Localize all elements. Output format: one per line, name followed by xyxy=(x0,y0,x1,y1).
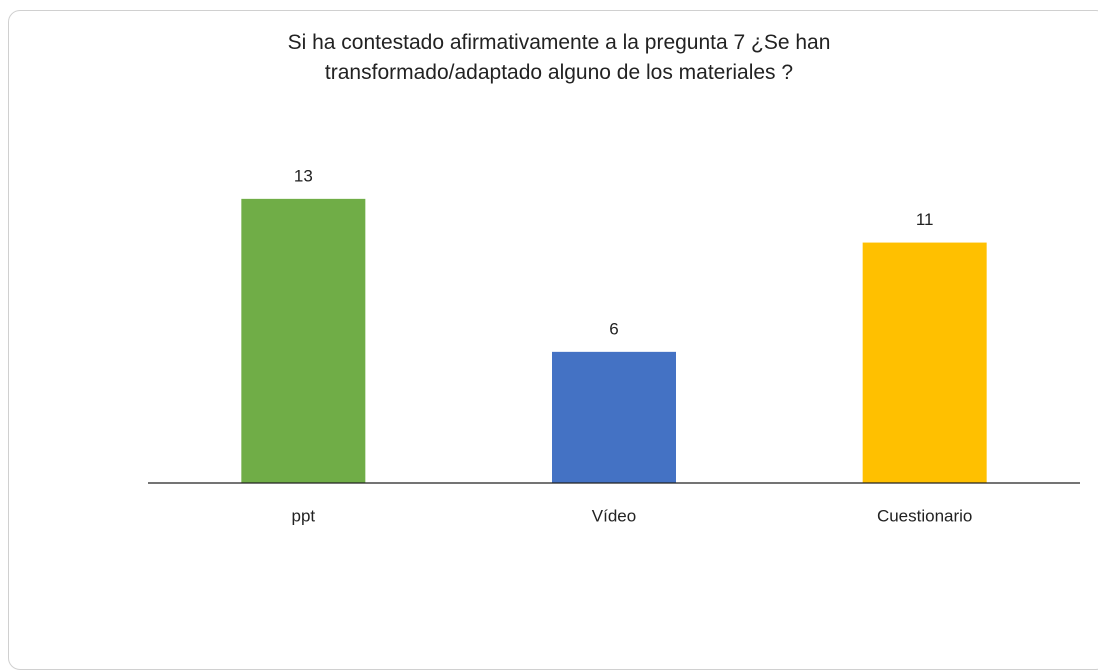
data-label: 13 xyxy=(294,166,313,185)
page: Si ha contestado afirmativamente a la pr… xyxy=(8,10,1098,670)
chart-title: Si ha contestado afirmativamente a la pr… xyxy=(287,31,831,84)
x-tick-label: Cuestionario xyxy=(877,506,972,525)
chart: ppt 13 Vídeo 6 Cuestionario 11 xyxy=(148,166,1080,525)
data-label: 11 xyxy=(916,210,934,229)
bar xyxy=(552,351,676,483)
x-tick-label: Vídeo xyxy=(592,506,636,525)
x-tick-label: ppt xyxy=(292,506,316,525)
bar xyxy=(862,242,987,483)
bar xyxy=(241,198,366,483)
data-label: 6 xyxy=(609,319,618,338)
